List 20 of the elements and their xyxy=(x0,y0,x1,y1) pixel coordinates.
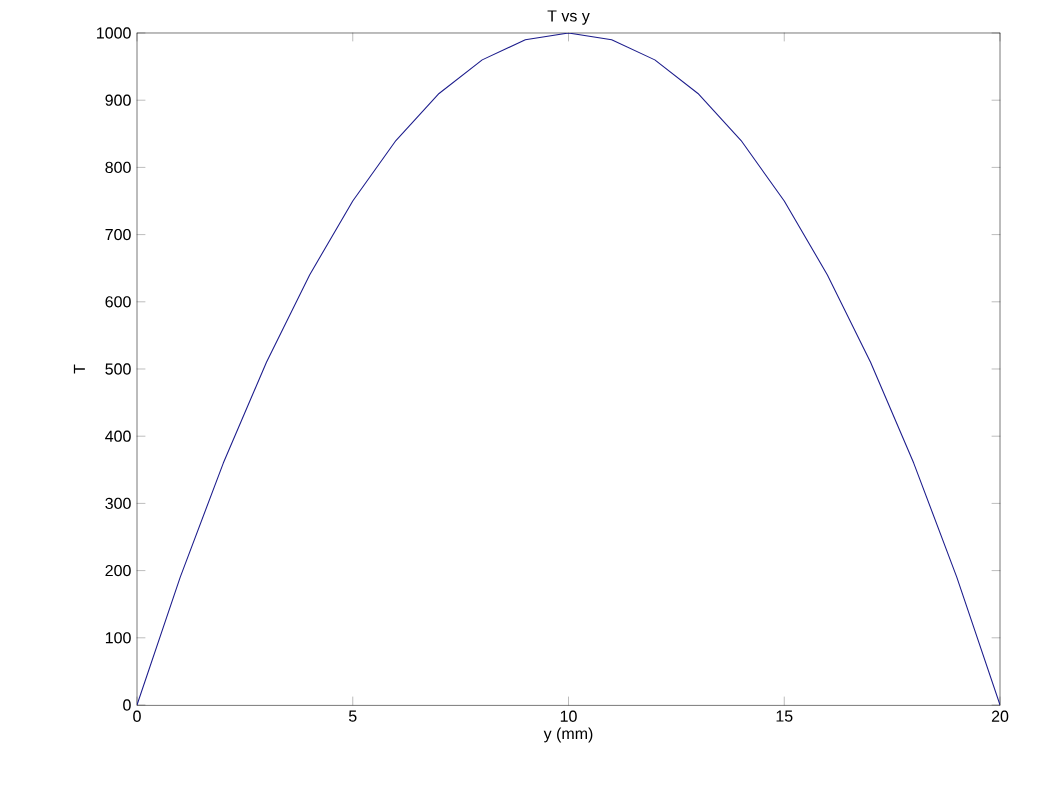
y-tick-label: 800 xyxy=(105,161,131,174)
y-tick-label: 100 xyxy=(105,632,131,644)
y-tick-label: 300 xyxy=(105,497,131,510)
x-tick-label: 15 xyxy=(776,710,793,722)
y-tick-label: 1000 xyxy=(97,27,131,39)
x-tick-label: 20 xyxy=(991,710,1009,722)
y-tick-label: 0 xyxy=(123,699,131,711)
y-tick-label: 400 xyxy=(105,430,131,442)
y-axis-title: T xyxy=(73,364,85,374)
y-tick-label: 200 xyxy=(105,564,131,577)
x-tick-label: 5 xyxy=(348,710,357,722)
x-tick-label: 0 xyxy=(133,710,141,722)
x-tick-label: 10 xyxy=(560,710,577,722)
x-axis-title: y (mm) xyxy=(543,727,593,743)
y-tick-label: 700 xyxy=(105,228,131,241)
y-tick-label: 500 xyxy=(105,363,131,375)
y-tick-label: 600 xyxy=(105,296,131,308)
y-tick-label: 900 xyxy=(105,94,131,106)
chart-title: T vs y xyxy=(547,10,590,25)
line-series xyxy=(137,33,1001,705)
